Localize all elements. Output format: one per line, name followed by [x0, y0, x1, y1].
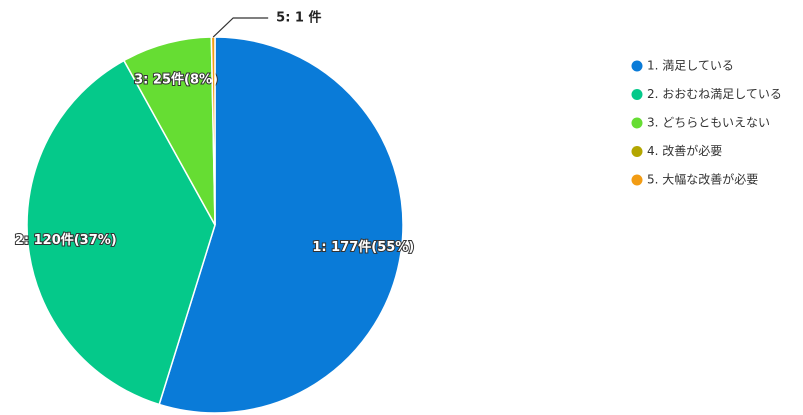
pie-slice: [158, 36, 404, 414]
pie-slice: [122, 36, 216, 226]
slice-label: 2: 120件(37%): [15, 232, 117, 248]
legend-swatch: [631, 174, 643, 186]
legend-label: 1. 満足している: [647, 59, 734, 73]
slice-label: 5: 1 件: [276, 10, 321, 26]
pie-slice: [210, 36, 216, 226]
legend-label: 2. おおむね満足している: [647, 87, 782, 101]
slice-label: 3: 25件(8%): [134, 72, 218, 88]
legend-swatch: [631, 146, 643, 157]
slice-label: 1: 177件(55%): [312, 239, 414, 255]
pie-slice: [26, 59, 216, 406]
legend-swatch: [631, 60, 643, 72]
legend-swatch: [631, 117, 643, 129]
legend-label: 4. 改善が必要: [647, 143, 722, 158]
legend-label: 3. どちらともいえない: [647, 116, 770, 130]
legend-swatch: [631, 89, 643, 100]
leader-line: [212, 17, 269, 38]
legend-label: 5. 大幅な改善が必要: [647, 172, 758, 187]
